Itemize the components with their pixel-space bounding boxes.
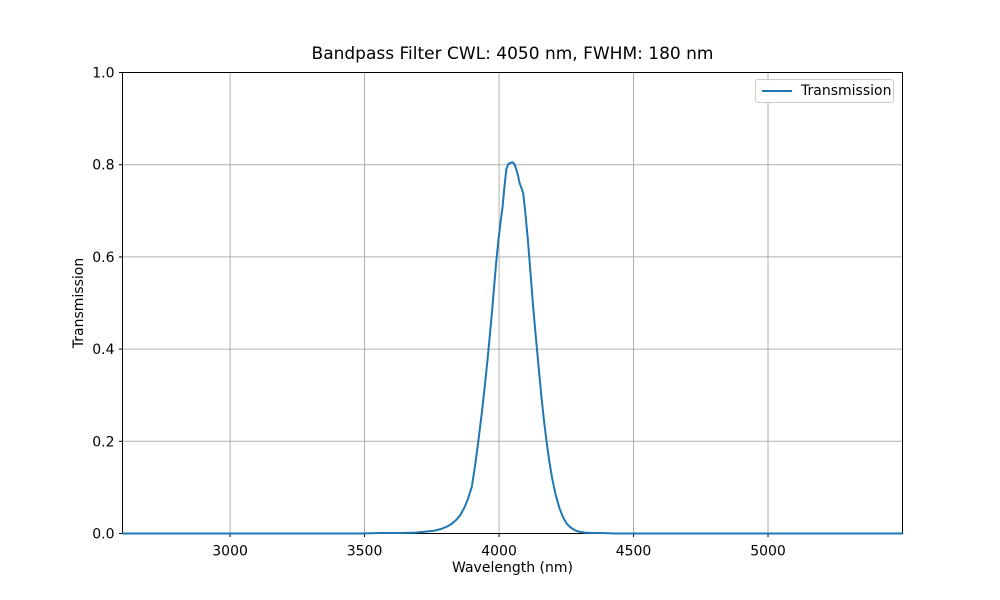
x-tick-label: 4500 xyxy=(616,544,652,560)
y-tick-label: 0.8 xyxy=(92,158,114,174)
x-tick-label: 3500 xyxy=(347,544,383,560)
y-tick-label: 0.2 xyxy=(92,434,114,450)
y-tick-label: 0.4 xyxy=(92,342,114,358)
x-tick-label: 5000 xyxy=(750,544,786,560)
y-axis-label: Transmission xyxy=(71,257,87,349)
x-tick-label: 4000 xyxy=(481,544,517,560)
y-tick-label: 0.0 xyxy=(92,527,114,543)
x-axis-label: Wavelength (nm) xyxy=(452,560,573,576)
legend-label: Transmission xyxy=(801,83,892,99)
y-tick-label: 0.6 xyxy=(92,250,114,266)
legend: Transmission xyxy=(755,79,894,103)
transmission-curve xyxy=(121,161,904,535)
x-tick-label: 3000 xyxy=(212,544,248,560)
y-tick-label: 1.0 xyxy=(92,66,114,82)
chart-title: Bandpass Filter CWL: 4050 nm, FWHM: 180 … xyxy=(311,44,714,64)
axes-frame xyxy=(122,72,903,534)
legend-line-sample xyxy=(762,90,792,92)
